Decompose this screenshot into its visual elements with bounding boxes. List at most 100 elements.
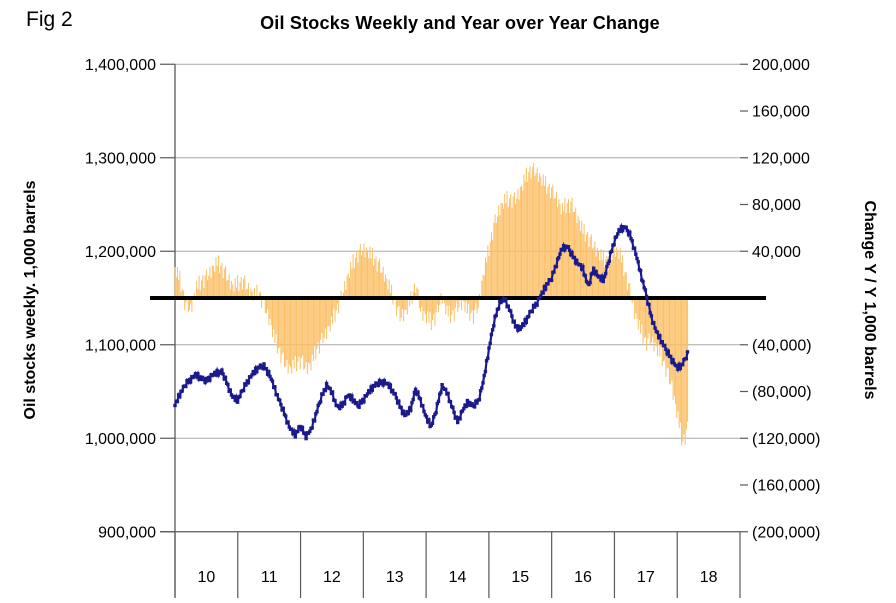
yoy-change-bar xyxy=(336,298,338,304)
line-marker xyxy=(251,370,255,374)
yoy-change-bar xyxy=(350,261,352,298)
line-marker xyxy=(477,398,482,402)
yoy-change-bar xyxy=(225,266,227,298)
line-marker xyxy=(610,249,614,253)
line-marker xyxy=(439,390,443,395)
yoy-change-bar xyxy=(320,298,322,340)
line-marker xyxy=(614,235,619,239)
yoy-change-bar xyxy=(636,298,638,319)
line-marker xyxy=(394,396,399,400)
yoy-change-bar xyxy=(215,257,217,298)
yoy-change-bar xyxy=(174,267,176,298)
line-marker xyxy=(220,368,224,372)
yoy-change-bar xyxy=(684,298,686,445)
line-marker xyxy=(244,383,248,387)
line-marker xyxy=(310,426,314,430)
line-marker xyxy=(279,402,283,407)
yoy-change-bar xyxy=(441,298,443,304)
yoy-change-bar xyxy=(496,216,498,298)
yoy-change-bar xyxy=(188,298,190,311)
yoy-change-bar xyxy=(631,298,633,304)
yoy-change-bar xyxy=(509,198,511,298)
yoy-change-bar xyxy=(209,266,211,298)
yoy-change-bar xyxy=(216,266,218,298)
line-marker xyxy=(314,412,318,416)
yoy-change-bar xyxy=(356,251,358,298)
line-marker xyxy=(607,259,611,263)
yoy-change-bar xyxy=(294,298,296,356)
yoy-change-bar xyxy=(440,293,442,298)
line-marker xyxy=(452,410,456,415)
line-marker xyxy=(196,372,200,376)
line-marker xyxy=(537,296,542,301)
yoy-change-bar xyxy=(329,298,331,332)
gridlines xyxy=(175,63,740,439)
yoy-change-bar xyxy=(679,298,681,423)
yoy-change-bar xyxy=(269,298,271,319)
yoy-change-bar xyxy=(565,212,567,298)
line-marker xyxy=(641,279,645,284)
line-marker xyxy=(427,418,431,422)
yoy-change-bar xyxy=(450,298,452,323)
line-marker xyxy=(234,395,239,399)
yoy-change-bar xyxy=(202,275,204,298)
yoy-change-bar xyxy=(571,197,573,298)
line-marker xyxy=(567,248,572,252)
yoy-change-bar xyxy=(197,288,199,298)
line-marker xyxy=(500,299,504,303)
line-marker xyxy=(440,383,444,387)
x-axis-year-label: 13 xyxy=(386,569,404,586)
yoy-change-bar xyxy=(545,175,547,298)
yoy-change-bar xyxy=(458,298,460,308)
line-marker xyxy=(664,347,668,351)
yoy-change-bar xyxy=(573,211,575,298)
line-marker xyxy=(253,366,258,370)
line-marker xyxy=(312,419,317,423)
yoy-change-bar xyxy=(340,290,342,298)
yoy-change-bar xyxy=(613,243,615,298)
line-marker xyxy=(373,384,377,388)
yoy-change-bar xyxy=(488,255,490,298)
yoy-change-bar xyxy=(641,298,643,325)
yoy-change-bar xyxy=(323,298,325,339)
line-marker xyxy=(510,314,514,318)
line-marker xyxy=(192,374,196,378)
line-marker xyxy=(570,250,574,255)
yoy-change-bar xyxy=(454,298,456,308)
yoy-change-bar xyxy=(587,231,589,298)
line-marker xyxy=(649,314,654,318)
yoy-change-bar xyxy=(605,259,607,298)
yoy-change-bar xyxy=(312,298,314,362)
yoy-change-bar xyxy=(625,272,627,298)
yoy-change-bar xyxy=(210,277,212,298)
yoy-change-bar xyxy=(452,298,454,310)
line-marker xyxy=(663,343,667,348)
yoy-change-bar xyxy=(646,298,648,351)
left-axis-tick-label: 1,100,000 xyxy=(85,337,156,354)
yoy-change-bar xyxy=(590,234,592,298)
yoy-change-bar xyxy=(401,298,403,310)
line-marker xyxy=(376,383,380,388)
line-marker xyxy=(193,371,198,376)
yoy-change-bar xyxy=(493,222,495,298)
yoy-change-bar xyxy=(566,202,568,298)
line-marker xyxy=(370,388,374,392)
yoy-change-bar xyxy=(278,298,280,349)
yoy-change-bar xyxy=(551,187,553,298)
line-marker xyxy=(648,311,652,315)
line-marker xyxy=(634,252,638,256)
line-marker xyxy=(250,373,254,377)
yoy-change-bar xyxy=(460,298,462,311)
line-marker xyxy=(246,381,251,385)
line-marker xyxy=(483,369,488,374)
line-marker xyxy=(524,320,528,325)
line-marker xyxy=(197,377,201,381)
yoy-change-bar xyxy=(670,298,672,385)
line-marker xyxy=(488,341,492,346)
line-marker xyxy=(270,379,275,383)
yoy-change-bar xyxy=(227,279,229,298)
right-axis-tick-label: (40,000) xyxy=(752,337,812,354)
yoy-change-bar xyxy=(298,298,300,357)
yoy-change-bar xyxy=(318,298,320,354)
line-marker xyxy=(426,420,430,424)
